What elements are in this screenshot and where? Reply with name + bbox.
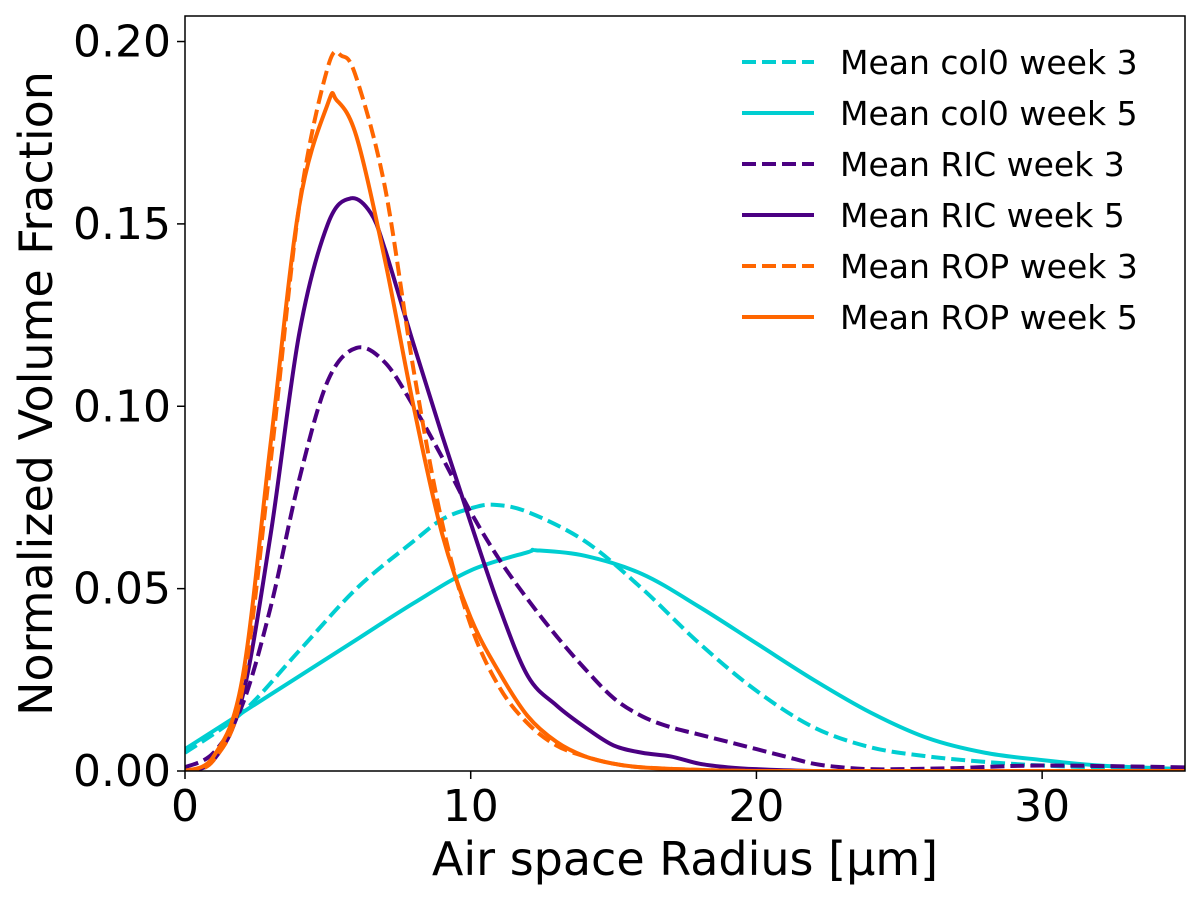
legend-label: Mean col0 week 5 (840, 94, 1138, 133)
y-tick-label: 0.20 (73, 17, 171, 68)
y-axis-label: Normalized Volume Fraction (9, 71, 63, 716)
y-tick-label: 0.10 (73, 381, 171, 432)
y-tick-label: 0.05 (73, 564, 171, 615)
x-tick-label: 20 (728, 781, 784, 832)
legend-label: Mean ROP week 3 (840, 247, 1138, 286)
legend-label: Mean RIC week 3 (840, 145, 1125, 184)
y-tick-label: 0.00 (73, 746, 171, 797)
y-axis: 0.00 0.05 0.10 0.15 0.20 (73, 17, 185, 797)
series-line-mean-ric-week-5 (185, 196, 1185, 771)
x-axis: 0 10 20 30 (171, 771, 1070, 832)
x-axis-label: Air space Radius [μm] (432, 832, 938, 886)
series-line-mean-col0-week-3 (185, 502, 1185, 771)
axes-frame (184, 15, 1186, 772)
x-tick-label: 30 (1014, 781, 1070, 832)
series-line-mean-ric-week-3 (185, 345, 1185, 771)
series-line-mean-col0-week-5 (185, 547, 1185, 771)
legend: Mean col0 week 3 Mean col0 week 5 Mean RIC… (742, 43, 1138, 337)
x-tick-label: 0 (171, 781, 199, 832)
legend-label: Mean col0 week 3 (840, 43, 1138, 82)
legend-label: Mean ROP week 5 (840, 298, 1138, 337)
y-tick-label: 0.15 (73, 199, 171, 250)
series-line-mean-rop-week-5 (185, 91, 1185, 771)
series-layer (185, 49, 1185, 771)
legend-label: Mean RIC week 5 (840, 196, 1125, 235)
x-tick-label: 10 (443, 781, 499, 832)
